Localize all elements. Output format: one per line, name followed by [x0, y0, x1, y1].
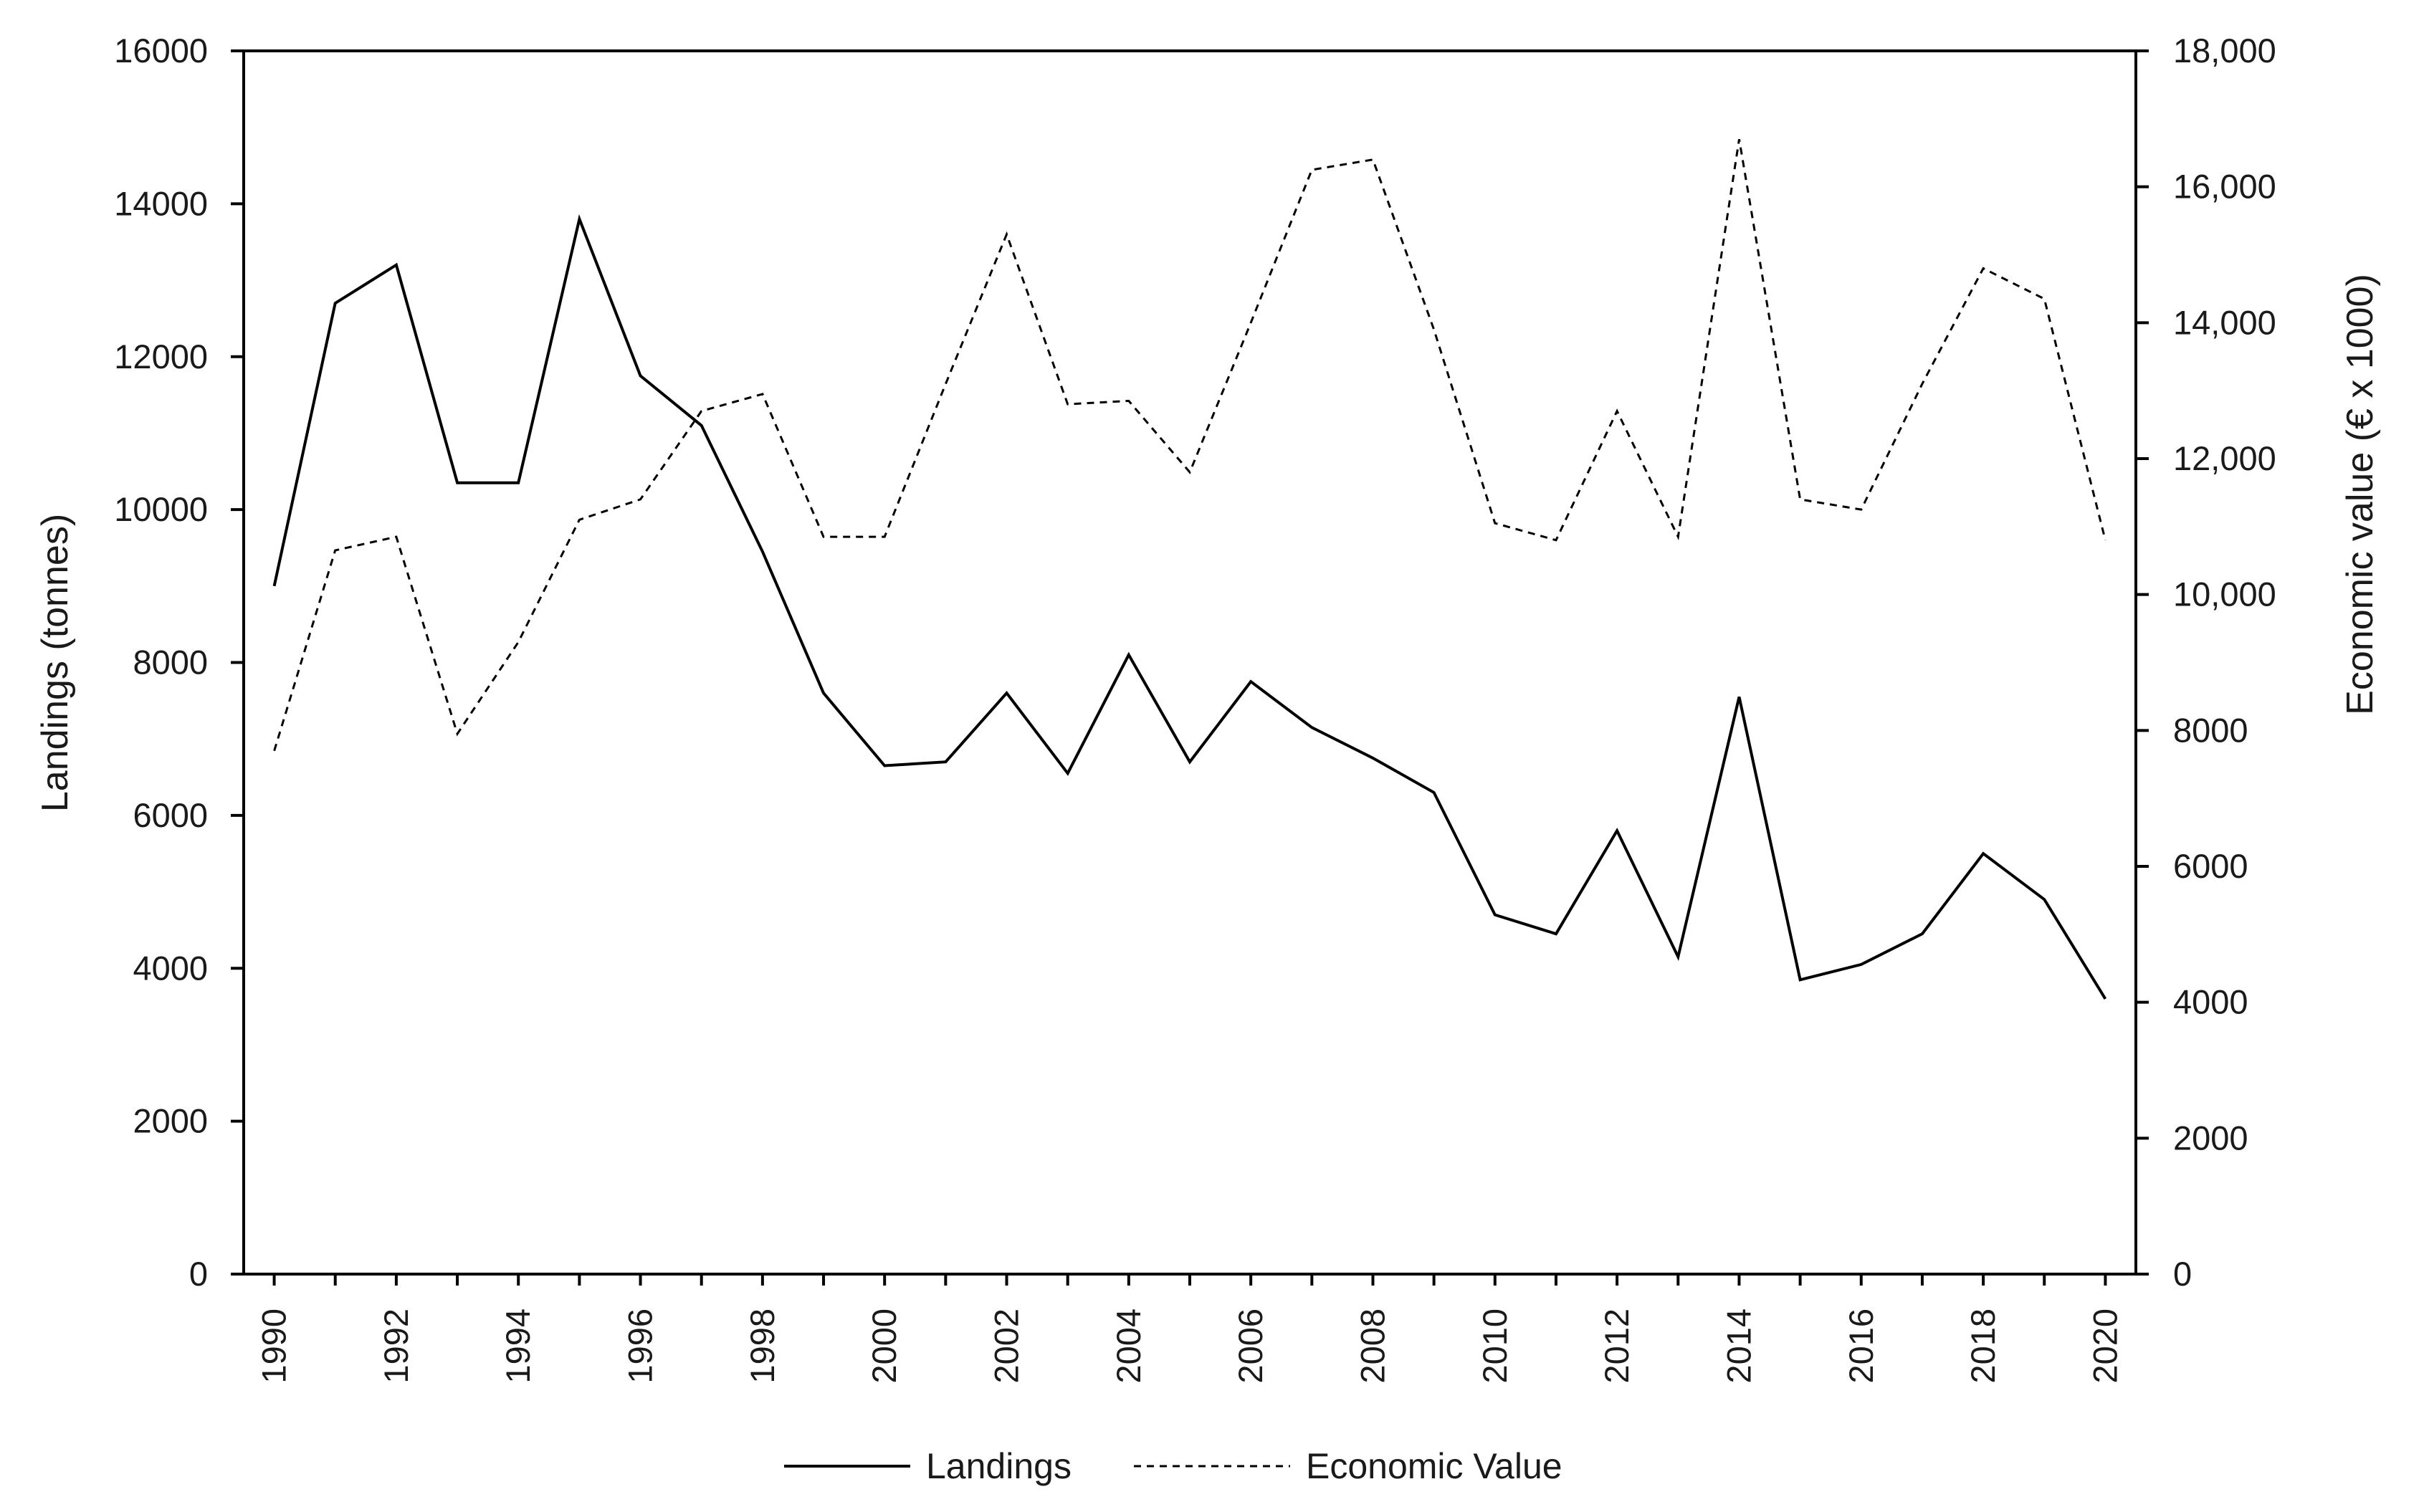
- right-tick-label: 2000: [2173, 1119, 2248, 1157]
- right-tick-label: 10,000: [2173, 575, 2276, 613]
- right-tick-label: 16,000: [2173, 168, 2276, 206]
- x-tick-label: 2006: [1231, 1308, 1269, 1384]
- left-tick-label: 10000: [114, 490, 208, 528]
- x-tick-label: 2004: [1110, 1308, 1147, 1384]
- x-tick-label: 2016: [1842, 1308, 1880, 1384]
- right-tick-label: 18,000: [2173, 32, 2276, 70]
- right-tick-label: 6000: [2173, 847, 2248, 885]
- x-tick-label: 2010: [1476, 1308, 1514, 1384]
- x-tick-label: 2018: [1964, 1308, 2002, 1384]
- left-tick-label: 8000: [133, 643, 208, 681]
- x-tick-label: 1990: [255, 1308, 293, 1384]
- right-tick-label: 8000: [2173, 711, 2248, 749]
- left-tick-label: 16000: [114, 32, 208, 70]
- x-tick-label: 1994: [499, 1308, 537, 1384]
- left-tick-label: 14000: [114, 184, 208, 222]
- left-axis-title: Landings (tonnes): [34, 514, 76, 812]
- right-axis-title: Economic value (€ x 1000): [2339, 274, 2381, 715]
- legend: Landings Economic Value: [784, 1446, 1562, 1486]
- left-tick-label: 4000: [133, 949, 208, 987]
- left-tick-label: 12000: [114, 338, 208, 375]
- x-tick-label: 2012: [1598, 1308, 1636, 1384]
- left-axis-ticks: 0 2000 4000 6000 8000 10000 12000 14000 16000: [114, 32, 244, 1293]
- series-lines: [272, 139, 2107, 1000]
- x-tick-label: 1992: [377, 1308, 415, 1384]
- left-tick-label: 2000: [133, 1102, 208, 1140]
- plot-area-frame: [242, 49, 2137, 1276]
- left-tick-label: 0: [189, 1255, 208, 1293]
- right-tick-label: 14,000: [2173, 303, 2276, 341]
- x-tick-label: 1996: [621, 1308, 659, 1384]
- x-tick-label: 2008: [1353, 1308, 1391, 1384]
- x-axis-ticks: 1990 1992 1994 1996 1998 2000 2002 2004 2006 2008…: [255, 1274, 2124, 1384]
- x-tick-label: 2020: [2086, 1308, 2124, 1384]
- right-tick-label: 4000: [2173, 983, 2248, 1021]
- x-tick-label: 2002: [988, 1308, 1026, 1384]
- left-tick-label: 6000: [133, 796, 208, 834]
- x-tick-label: 2000: [865, 1308, 903, 1384]
- right-tick-label: 0: [2173, 1255, 2192, 1293]
- series-line-economic-value: [273, 139, 2106, 752]
- series-line-landings: [272, 214, 2107, 1000]
- right-tick-label: 12,000: [2173, 439, 2276, 477]
- legend-label-landings: Landings: [926, 1446, 1072, 1486]
- right-axis-ticks: 0 2000 4000 6000 8000 10,000 12,000 14,000 16,00…: [2136, 32, 2276, 1293]
- x-tick-label: 1998: [743, 1308, 781, 1384]
- x-tick-label: 2014: [1719, 1308, 1757, 1384]
- legend-label-economic-value: Economic Value: [1306, 1446, 1562, 1486]
